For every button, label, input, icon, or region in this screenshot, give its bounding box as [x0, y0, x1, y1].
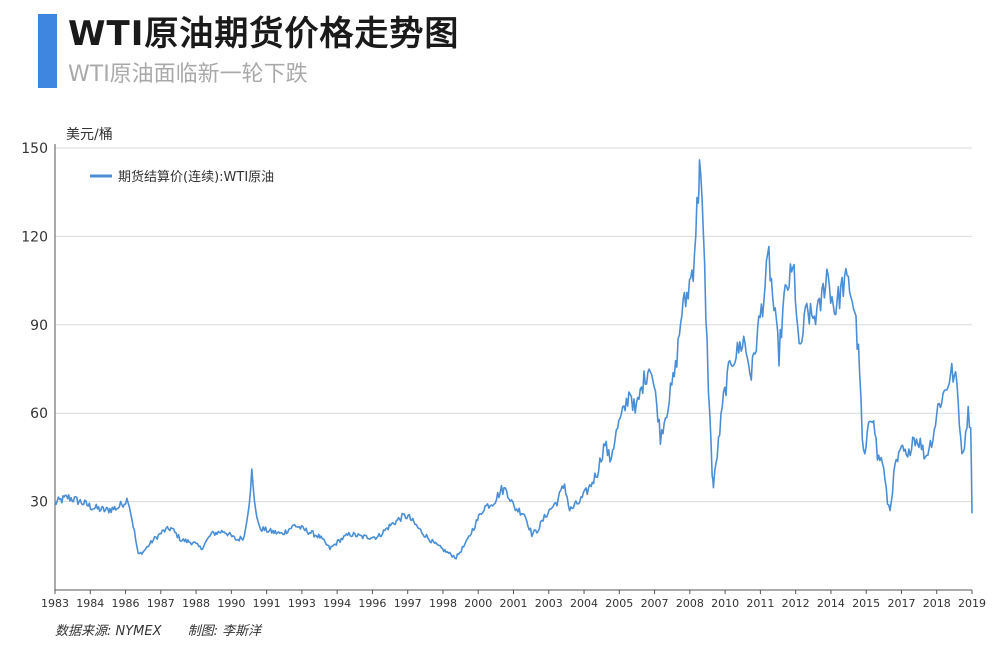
legend-label: 期货结算价(连续):WTI原油 [118, 169, 274, 185]
y-tick-label: 90 [30, 318, 48, 334]
x-tick-label: 1997 [394, 597, 422, 610]
x-tick-label: 2014 [817, 597, 845, 610]
x-tick-label: 1996 [358, 597, 386, 610]
x-tick-label: 1988 [182, 597, 210, 610]
x-tick-label: 2015 [852, 597, 880, 610]
x-tick-label: 2008 [676, 597, 704, 610]
series-line [54, 159, 973, 560]
author-note: 制图: 李斯洋 [187, 624, 262, 639]
y-tick-label: 30 [30, 495, 48, 511]
x-tick-label: 2017 [887, 597, 915, 610]
y-tick-label: 60 [30, 406, 48, 422]
x-tick-label: 1987 [147, 597, 175, 610]
x-tick-label: 2004 [570, 597, 598, 610]
x-tick-label: 1990 [217, 597, 245, 610]
x-tick-label: 2007 [641, 597, 669, 610]
y-tick-label: 120 [21, 229, 48, 245]
x-tick-label: 1991 [253, 597, 281, 610]
x-tick-label: 1986 [112, 597, 140, 610]
x-tick-label: 2018 [923, 597, 951, 610]
x-tick-label: 1983 [41, 597, 69, 610]
x-tick-label: 2003 [535, 597, 563, 610]
y-tick-label: 150 [21, 141, 48, 157]
x-tick-label: 2011 [746, 597, 774, 610]
x-tick-label: 2012 [782, 597, 810, 610]
chart-footer: 数据来源: NYMEX 制图: 李斯洋 [55, 620, 261, 639]
x-tick-label: 2019 [958, 597, 986, 610]
chart-title: WTI原油期货价格走势图 [68, 14, 460, 54]
source-note: 数据来源: NYMEX [55, 624, 162, 639]
x-tick-label: 2010 [711, 597, 739, 610]
x-tick-label: 2005 [605, 597, 633, 610]
x-tick-label: 2001 [500, 597, 528, 610]
x-tick-label: 1994 [323, 597, 351, 610]
y-axis-label: 美元/桶 [66, 127, 113, 143]
x-tick-label: 2000 [464, 597, 492, 610]
x-tick-label: 1993 [288, 597, 316, 610]
chart-subtitle: WTI原油面临新一轮下跌 [68, 62, 308, 87]
x-tick-label: 1984 [76, 597, 104, 610]
title-accent-bar [38, 14, 57, 88]
x-tick-label: 1998 [429, 597, 457, 610]
